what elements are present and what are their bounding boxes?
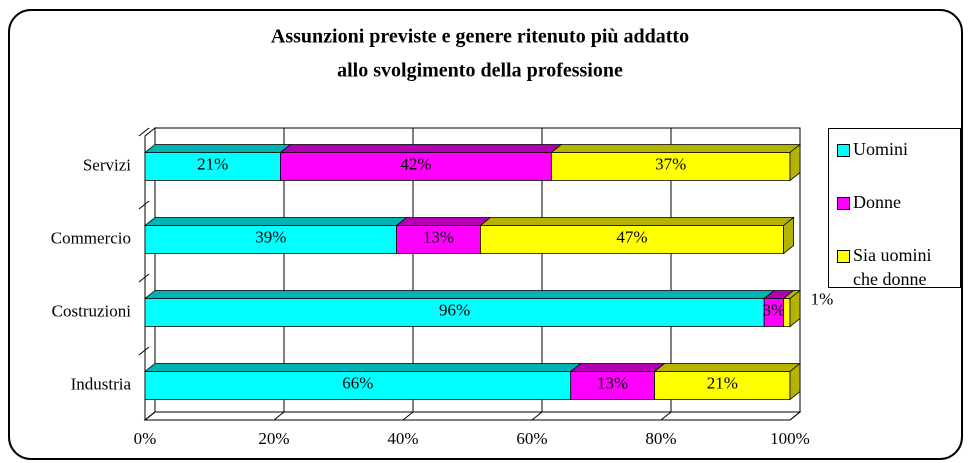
legend-label: Uomini [853,139,909,159]
bar-segment [143,363,582,400]
y-tick-label: Costruzioni [52,301,132,320]
bar-face [395,217,492,226]
data-label: 47% [616,227,647,246]
bar-face [279,144,563,153]
data-label: 96% [439,300,470,319]
x-tick [144,411,156,421]
bar-segment [653,362,802,401]
bar-face [783,298,791,327]
chart-title: Assunzioni previste e genere ritenuto pi… [271,26,689,48]
bar-segment [550,143,802,182]
bar-segment [395,217,492,254]
data-label: 13% [597,373,628,392]
y-tick-label: Commercio [51,228,131,247]
x-tick-label: 60% [516,429,547,448]
y-tick [138,127,150,137]
bar-face [479,217,795,226]
data-label: 13% [423,227,454,246]
bar-segment [479,216,795,255]
legend-swatch [837,197,850,210]
legend-item: Sia uomini che donne [837,243,959,291]
data-label: 37% [655,154,686,173]
legend-swatch [837,144,850,157]
legend: Uomini Donne Sia uomini che donne [828,128,961,291]
bar-segment [782,289,802,328]
legend-swatch [837,250,850,263]
x-tick-label: 20% [258,429,289,448]
x-tick [273,411,285,421]
y-tick-label: Industria [71,374,132,393]
legend-item: Donne [837,190,959,214]
bar-face [653,363,802,372]
y-tick [138,346,150,356]
bar-face [143,144,292,153]
x-tick [531,411,543,421]
data-label: 1% [811,289,834,308]
data-label: 21% [707,373,738,392]
x-tick-label: 40% [387,429,418,448]
data-label: 3% [763,300,786,319]
bar-face [789,143,801,182]
x-tick [660,411,672,421]
bar-face [569,363,666,372]
x-tick [789,411,801,421]
data-label: 42% [400,154,431,173]
x-tick [402,411,414,421]
bar-segment [143,290,776,327]
legend-item: Uomini [837,137,959,161]
bar-face [789,362,801,401]
bar-face [783,216,794,255]
legend-label: Sia uomini che donne [853,245,932,289]
bar-segment [569,363,666,400]
y-tick [138,273,150,283]
bar-face [143,217,408,226]
bar-face [550,144,802,153]
data-label: 39% [255,227,286,246]
x-tick-label: 80% [645,429,676,448]
x-tick-label: 0% [134,429,157,448]
chart-subtitle: allo svolgimento della professione [337,60,623,82]
bar-face [143,290,776,299]
legend-label: Donne [853,192,901,212]
data-label: 66% [342,373,373,392]
x-tick-label: 100% [770,429,810,448]
bar-face [789,289,801,328]
data-label: 21% [197,154,228,173]
y-tick [138,200,150,210]
floor [143,411,802,421]
bar-face [143,363,582,372]
y-tick-label: Servizi [83,155,131,174]
